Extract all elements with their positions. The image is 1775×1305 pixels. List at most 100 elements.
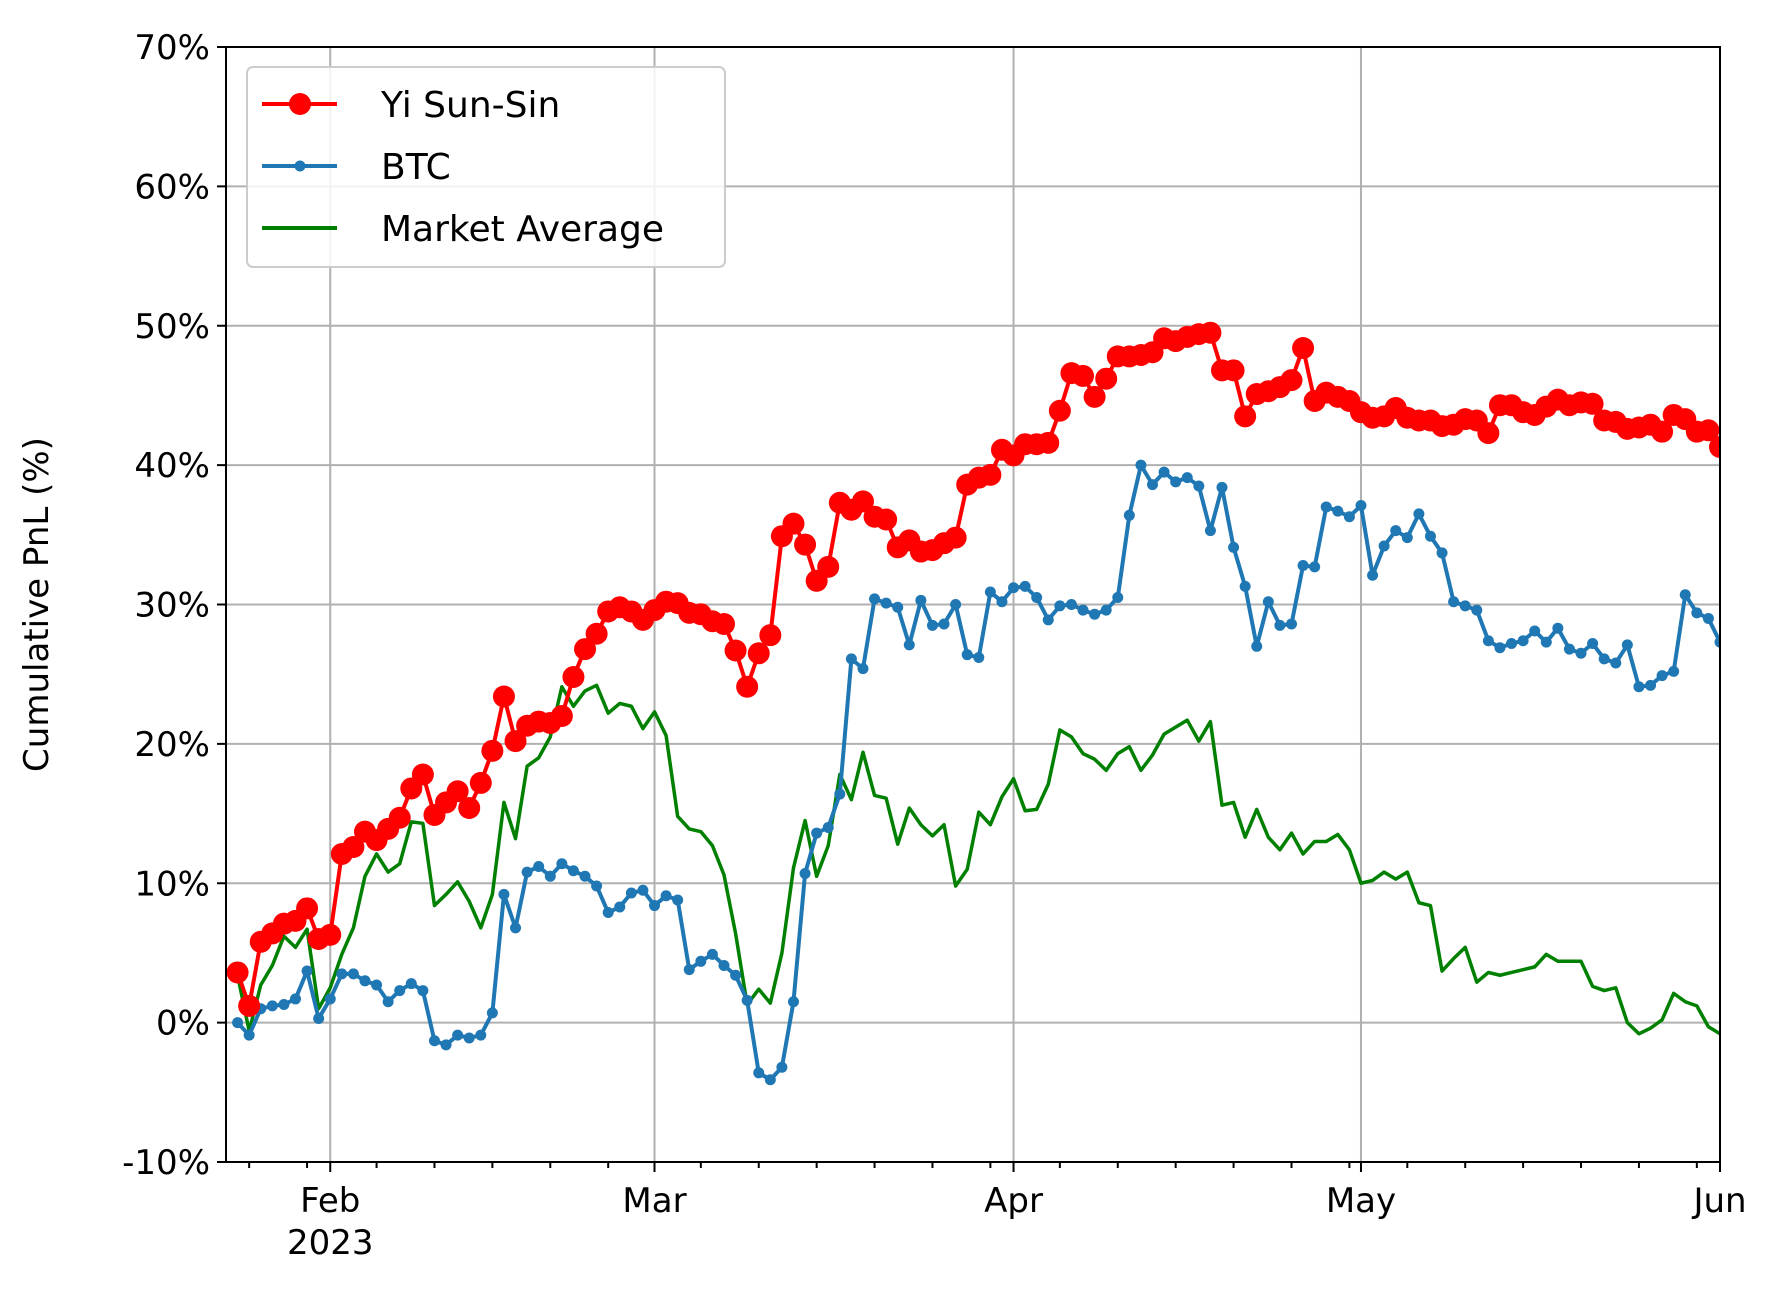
x-tick-label: Feb bbox=[300, 1181, 360, 1221]
y-axis-title: Cumulative PnL (%) bbox=[17, 437, 57, 772]
data-point bbox=[1292, 337, 1315, 360]
data-point bbox=[625, 887, 637, 899]
data-point bbox=[1222, 359, 1245, 382]
legend-label: Market Average bbox=[381, 209, 664, 250]
data-point bbox=[1471, 604, 1483, 616]
data-point bbox=[1031, 592, 1043, 604]
data-point bbox=[359, 975, 371, 987]
data-point bbox=[875, 508, 898, 531]
data-point bbox=[574, 638, 597, 661]
data-point bbox=[591, 880, 603, 892]
data-point bbox=[1401, 532, 1413, 544]
data-point bbox=[1309, 561, 1321, 573]
data-point bbox=[382, 996, 394, 1008]
data-point bbox=[782, 512, 805, 535]
y-tick-label: 20% bbox=[134, 725, 210, 765]
data-point bbox=[1332, 505, 1344, 517]
data-point bbox=[1529, 625, 1541, 637]
data-point bbox=[458, 796, 481, 819]
data-point bbox=[736, 675, 759, 698]
data-point bbox=[417, 985, 429, 997]
legend-label: BTC bbox=[381, 147, 451, 188]
data-point bbox=[1077, 604, 1089, 616]
data-point bbox=[394, 985, 406, 997]
data-point bbox=[1072, 364, 1095, 387]
data-point bbox=[1697, 419, 1720, 442]
series-market-average bbox=[235, 683, 1720, 1036]
data-point bbox=[1037, 431, 1060, 454]
y-tick-label: 10% bbox=[134, 864, 210, 904]
data-point bbox=[1552, 622, 1564, 634]
data-point bbox=[1390, 525, 1402, 537]
data-point bbox=[892, 601, 904, 613]
data-point bbox=[1668, 665, 1680, 677]
data-point bbox=[1320, 501, 1332, 513]
legend-box bbox=[246, 66, 726, 268]
data-point bbox=[492, 685, 515, 708]
data-point bbox=[1112, 592, 1124, 604]
data-point bbox=[1181, 472, 1193, 484]
data-point bbox=[996, 596, 1008, 608]
data-point bbox=[1517, 635, 1529, 647]
data-point bbox=[1251, 640, 1263, 652]
data-point bbox=[1095, 367, 1118, 390]
data-point bbox=[915, 594, 927, 606]
data-point bbox=[347, 968, 359, 980]
data-point bbox=[1540, 636, 1552, 648]
data-point bbox=[1274, 619, 1286, 631]
data-point bbox=[1089, 608, 1101, 620]
y-tick-label: 50% bbox=[134, 307, 210, 347]
data-point bbox=[857, 663, 869, 675]
data-point bbox=[1234, 405, 1257, 428]
data-point bbox=[1135, 459, 1147, 471]
data-point bbox=[1413, 508, 1425, 520]
data-point bbox=[388, 806, 411, 829]
data-point bbox=[1679, 589, 1691, 601]
legend-swatch-marker bbox=[294, 160, 306, 172]
data-point bbox=[1581, 392, 1604, 415]
data-point bbox=[1355, 500, 1367, 512]
series-line bbox=[236, 463, 1720, 1082]
data-point bbox=[1262, 596, 1274, 608]
data-point bbox=[226, 961, 249, 984]
data-point bbox=[979, 463, 1002, 486]
data-point bbox=[1633, 681, 1645, 693]
data-point bbox=[324, 993, 336, 1005]
data-point bbox=[822, 822, 834, 833]
data-point bbox=[1065, 599, 1077, 610]
legend-swatch-marker bbox=[289, 93, 311, 115]
data-point bbox=[961, 649, 973, 661]
data-point bbox=[1343, 511, 1355, 523]
data-point bbox=[1645, 679, 1657, 691]
y-tick-label: -10% bbox=[122, 1143, 210, 1183]
data-point bbox=[296, 897, 319, 920]
x-tick-label: Apr bbox=[984, 1181, 1043, 1221]
data-point bbox=[724, 639, 747, 662]
data-point bbox=[533, 861, 545, 873]
data-point bbox=[764, 1074, 776, 1086]
data-point bbox=[544, 870, 556, 882]
data-point bbox=[498, 888, 510, 900]
data-point bbox=[1083, 385, 1106, 408]
legend-label: Yi Sun-Sin bbox=[380, 85, 560, 126]
data-point bbox=[683, 964, 695, 976]
y-tick-label: 0% bbox=[156, 1004, 210, 1044]
data-point bbox=[301, 965, 313, 977]
data-point bbox=[1123, 509, 1135, 521]
data-point bbox=[817, 555, 840, 578]
data-point bbox=[1436, 547, 1448, 559]
data-point bbox=[405, 978, 417, 990]
data-point bbox=[759, 624, 782, 647]
data-point bbox=[614, 901, 626, 913]
data-point bbox=[510, 922, 522, 934]
data-point bbox=[741, 994, 753, 1006]
data-point bbox=[1285, 618, 1297, 630]
data-point bbox=[753, 1067, 765, 1079]
data-point bbox=[1158, 466, 1170, 478]
data-point bbox=[1506, 638, 1518, 650]
data-point bbox=[1170, 476, 1182, 488]
data-point bbox=[428, 1035, 440, 1047]
data-point bbox=[521, 866, 533, 878]
data-point bbox=[238, 994, 261, 1017]
